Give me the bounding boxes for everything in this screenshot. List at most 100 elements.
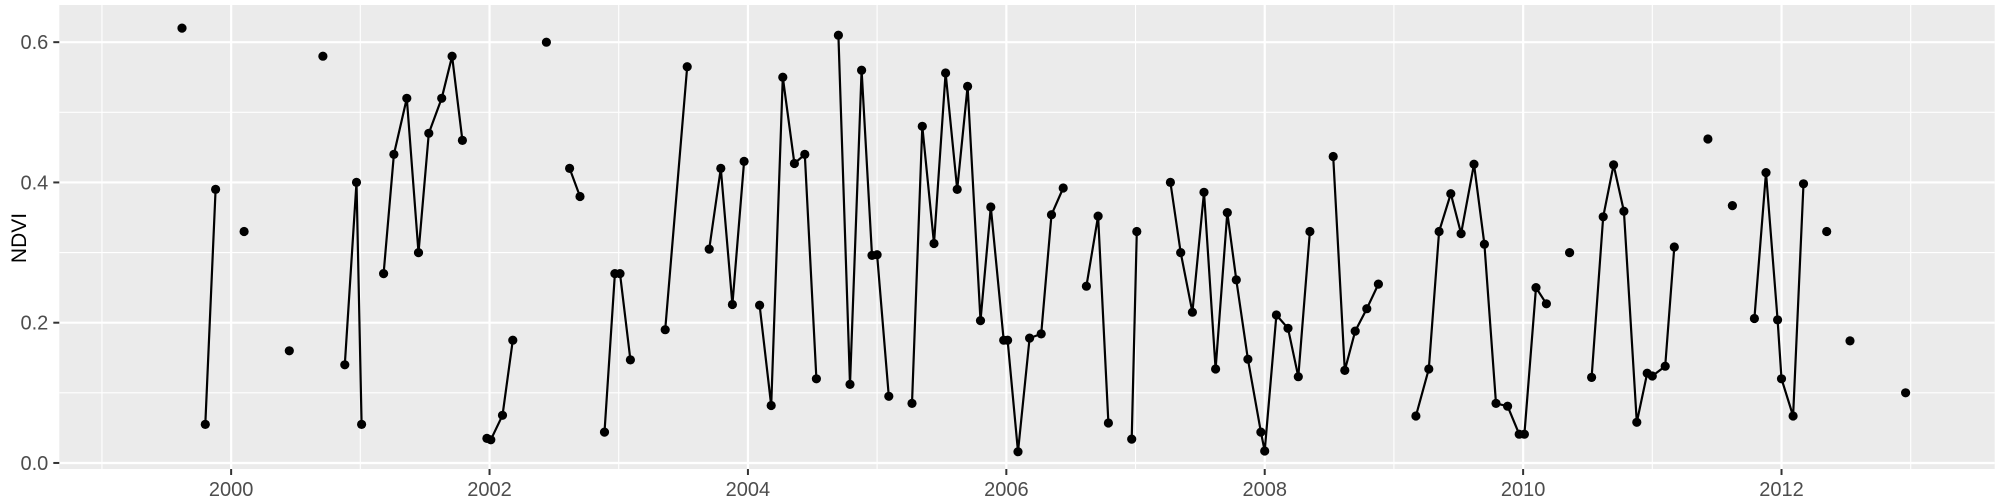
data-point: [1822, 226, 1832, 237]
data-point: [1479, 239, 1489, 249]
x-tick-label: 2010: [1501, 479, 1546, 500]
data-point: [1669, 242, 1679, 252]
data-point: [437, 93, 447, 103]
data-point: [575, 191, 585, 202]
data-point: [1199, 187, 1209, 197]
data-point: [884, 391, 894, 401]
data-point: [1132, 226, 1142, 237]
data-point: [1761, 168, 1771, 178]
data-point: [1798, 179, 1809, 189]
data-point: [907, 398, 917, 408]
series-line-segment: [1130, 230, 1138, 441]
data-point: [1058, 183, 1068, 193]
data-point: [1703, 134, 1713, 144]
data-point: [284, 346, 294, 356]
data-point: [682, 62, 692, 72]
data-point: [1256, 427, 1266, 437]
data-point: [1587, 372, 1597, 382]
y-tick-label: 0.6: [20, 32, 48, 54]
data-point: [1446, 189, 1456, 199]
data-point: [975, 316, 986, 326]
y-tick-label: 0.0: [20, 453, 48, 475]
data-point: [1340, 365, 1350, 375]
data-point: [1456, 229, 1466, 239]
data-point: [1773, 315, 1783, 325]
data-point: [1491, 398, 1501, 408]
data-point: [952, 184, 962, 194]
x-tick-label: 2008: [1242, 479, 1287, 500]
series-line-segment: [758, 76, 818, 407]
data-point: [1660, 361, 1670, 371]
data-point: [929, 238, 939, 249]
data-point: [508, 335, 518, 345]
data-point: [1350, 326, 1360, 336]
data-point: [1127, 434, 1137, 444]
series-line-segment: [1753, 171, 1805, 418]
data-point: [457, 135, 467, 145]
data-point: [1187, 307, 1197, 317]
data-point: [447, 51, 457, 61]
data-point: [1328, 151, 1338, 162]
data-point: [1469, 159, 1479, 169]
data-point: [1222, 208, 1232, 218]
data-point: [177, 23, 187, 33]
x-tick-label: 2000: [209, 479, 254, 500]
data-point: [486, 435, 496, 445]
data-point: [1598, 212, 1608, 222]
data-point: [833, 30, 844, 40]
data-point: [625, 355, 636, 365]
data-point: [211, 184, 221, 194]
data-point: [1231, 275, 1241, 285]
data-point: [1541, 299, 1551, 309]
data-point: [1411, 411, 1421, 421]
data-point: [727, 299, 738, 310]
series-line-segment: [837, 34, 890, 398]
series-line-segment: [664, 65, 689, 331]
data-point: [963, 81, 973, 91]
data-point: [1176, 248, 1186, 258]
x-tick-label: 2004: [726, 479, 771, 500]
data-point: [1362, 304, 1372, 314]
data-point: [1293, 372, 1303, 382]
data-point: [1424, 364, 1434, 374]
data-point: [845, 379, 855, 389]
data-point: [857, 65, 867, 75]
data-point: [941, 68, 951, 78]
data-point: [800, 149, 810, 159]
data-point: [1531, 283, 1541, 293]
panel-background: [59, 5, 1995, 469]
data-point: [716, 163, 726, 173]
data-point: [1647, 371, 1657, 381]
data-point: [389, 149, 399, 159]
x-tick-label: 2006: [984, 479, 1029, 500]
data-point: [1211, 364, 1221, 374]
data-point: [1103, 418, 1113, 428]
data-point: [778, 72, 788, 82]
data-point: [1046, 210, 1057, 220]
x-tick-label: 2012: [1759, 479, 1804, 500]
data-point: [755, 300, 765, 310]
data-point: [1271, 310, 1281, 320]
data-point: [1776, 374, 1787, 384]
data-point: [1081, 281, 1091, 291]
data-point: [1727, 201, 1737, 211]
data-point: [1503, 401, 1513, 411]
data-point: [1165, 177, 1175, 187]
data-point: [351, 177, 362, 187]
data-point: [340, 360, 350, 370]
data-point: [402, 93, 412, 103]
series-line-segment: [382, 55, 464, 275]
data-point: [318, 51, 328, 61]
series-line-segment: [204, 188, 217, 426]
data-point: [1565, 248, 1575, 258]
data-point: [811, 374, 822, 384]
data-point: [766, 400, 776, 411]
data-point: [1036, 329, 1046, 339]
data-point: [1788, 411, 1798, 421]
data-point: [1901, 388, 1911, 398]
data-point: [1434, 226, 1444, 237]
data-point: [1243, 354, 1253, 364]
data-point: [379, 269, 389, 279]
data-point: [739, 156, 749, 166]
